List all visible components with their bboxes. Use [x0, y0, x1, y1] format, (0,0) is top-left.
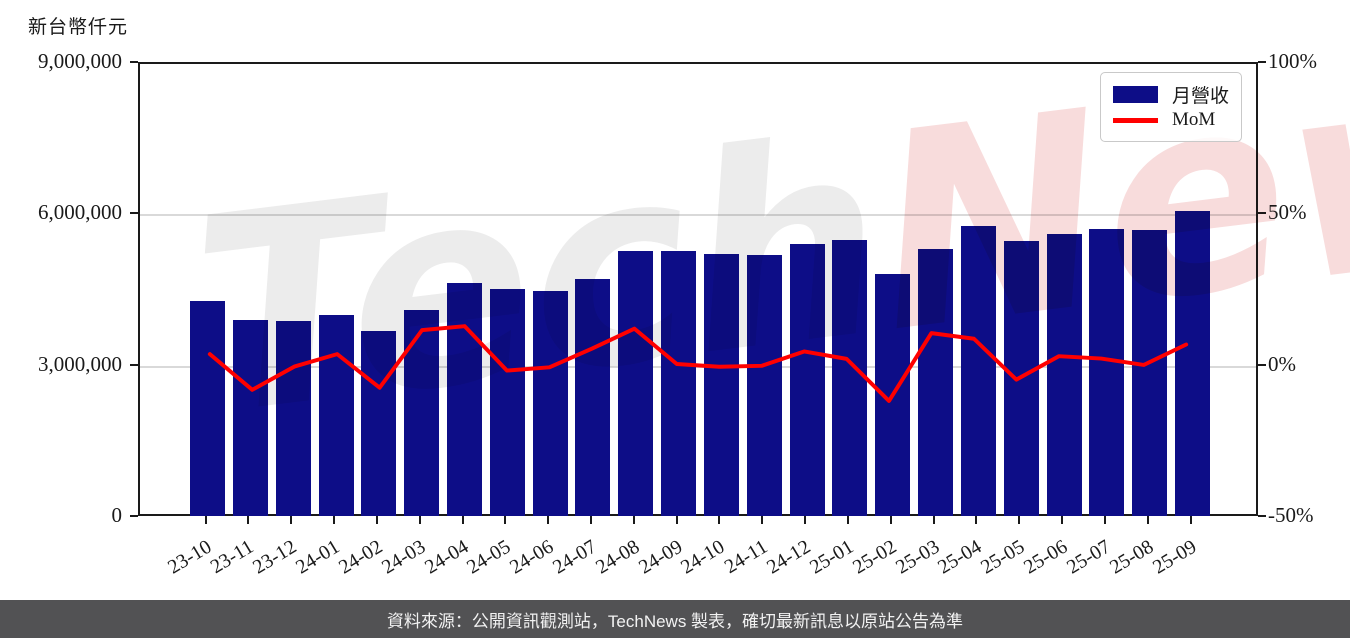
x-axis-tick: [1189, 516, 1192, 524]
y-axis-right-tick-label: 50%: [1268, 200, 1307, 225]
legend-item-mom: MoM: [1113, 107, 1231, 133]
bar-25-01: [832, 239, 868, 516]
x-axis-tick: [1103, 516, 1106, 524]
y-axis-left-tick: [130, 363, 138, 366]
x-axis-tick: [247, 516, 250, 524]
y-axis-right-tick-label: 100%: [1268, 49, 1317, 73]
x-axis-tick: [804, 516, 807, 524]
x-axis-tick: [333, 516, 335, 524]
x-axis-tick: [632, 516, 635, 524]
mom-line-chart: [207, 324, 1189, 403]
x-axis-tick: [290, 516, 293, 524]
x-axis-tick: [504, 516, 507, 524]
bar-23-11: [232, 319, 268, 516]
bar-25-06: [1046, 234, 1082, 516]
bar-24-12: [789, 244, 825, 516]
x-tick-label-25-08: 25-08: [1105, 535, 1158, 579]
x-axis-tick: [761, 516, 764, 524]
bar-23-10: [190, 301, 225, 516]
x-tick-label-25-07: 25-07: [1062, 535, 1115, 579]
bar-24-02: [361, 330, 397, 516]
y-axis-right-tick: [1258, 363, 1266, 366]
bar-24-06: [532, 291, 568, 516]
y-axis-right-tick-label: 0%: [1268, 351, 1296, 376]
x-axis-tick: [418, 516, 421, 524]
x-axis-tick: [375, 516, 378, 524]
bar-25-03: [918, 248, 953, 516]
revenue-bar-swatch: [1113, 85, 1158, 103]
y-axis-left-tick-label: 3,000,000: [38, 351, 122, 376]
x-tick-label-24-08: 24-08: [591, 535, 644, 579]
bar-24-11: [746, 255, 782, 516]
x-axis-tick: [461, 516, 464, 524]
bar-24-04: [447, 283, 482, 516]
y-axis-left-tick: [130, 61, 138, 63]
x-axis-tick: [1061, 516, 1063, 524]
x-tick-label-24-02: 24-02: [334, 535, 387, 579]
x-axis-tick: [675, 516, 678, 524]
bar-24-05: [489, 288, 525, 516]
bar-24-07: [575, 279, 611, 516]
x-axis-tick: [1146, 516, 1149, 524]
y-axis-left-tick-label: 0: [111, 503, 123, 527]
x-axis-tick: [975, 516, 978, 524]
x-tick-label-24-03: 24-03: [377, 535, 430, 579]
y-axis-left-tick: [130, 515, 138, 517]
gridline: [140, 214, 1256, 217]
plot-area: TechNews 月營收 MoM: [138, 0, 1350, 516]
y-axis-right-tick: [1258, 61, 1266, 63]
legend-label-revenue: 月營收: [1172, 85, 1230, 107]
bar-24-09: [661, 251, 697, 516]
bar-25-08: [1132, 230, 1168, 516]
y-axis-right-tick-label: -50%: [1268, 503, 1314, 527]
bar-24-10: [703, 253, 739, 516]
bar-24-01: [318, 314, 354, 516]
x-axis-tick: [846, 516, 849, 524]
legend-label-mom: MoM: [1172, 109, 1216, 130]
y-axis-right-tick: [1258, 515, 1266, 517]
legend-item-revenue: 月營收: [1113, 81, 1231, 107]
bar-25-09: [1175, 211, 1210, 516]
x-tick-label-25-02: 25-02: [848, 535, 901, 579]
y-axis-right-tick: [1258, 212, 1266, 215]
mom-line-swatch: [1113, 117, 1158, 123]
x-axis-tick: [889, 516, 892, 524]
x-axis-tick: [547, 516, 550, 524]
x-tick-label-25-09: 25-09: [1148, 535, 1200, 579]
y-axis-left-tick-label: 9,000,000: [38, 49, 122, 73]
x-axis-tick: [932, 516, 935, 524]
legend-box: 月營收 MoM: [1100, 72, 1242, 142]
y-axis-left-tick-label: 6,000,000: [38, 200, 122, 225]
bar-25-07: [1089, 229, 1125, 516]
mom-line: [207, 324, 1189, 403]
bar-24-08: [618, 251, 654, 516]
x-axis-tick: [1018, 516, 1021, 524]
y-axis-left-tick: [130, 212, 138, 215]
bar-23-12: [275, 321, 311, 516]
left-axis-title: 新台幣仟元: [28, 17, 129, 38]
source-footer: 資料來源：公開資訊觀測站，TechNews 製表，確切最新訊息以原站公告為準: [0, 600, 1350, 638]
x-axis-tick: [718, 516, 721, 524]
x-axis-tick: [589, 516, 592, 524]
x-axis-tick: [204, 516, 207, 524]
bar-25-04: [960, 225, 996, 516]
